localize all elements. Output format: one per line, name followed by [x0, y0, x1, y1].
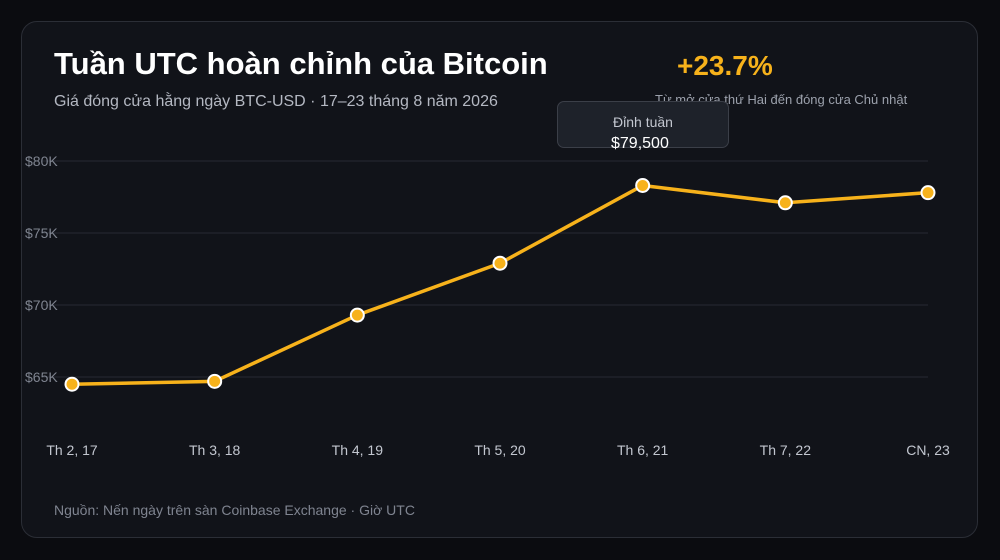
- data-point[interactable]: [64, 376, 80, 392]
- x-tick-label: Th 7, 22: [760, 442, 812, 458]
- y-tick-label: $80K: [25, 153, 58, 169]
- y-tick-label: $70K: [25, 297, 58, 313]
- x-tick-label: Th 2, 17: [46, 442, 98, 458]
- source-note: Nguồn: Nến ngày trên sàn Coinbase Exchan…: [54, 502, 415, 518]
- y-tick-label: $75K: [25, 225, 58, 241]
- data-point[interactable]: [207, 373, 223, 389]
- x-tick-label: Th 4, 19: [332, 442, 384, 458]
- data-point[interactable]: [920, 185, 936, 201]
- y-tick-label: $65K: [25, 369, 58, 385]
- chart-title: Tuần UTC hoàn chỉnh của Bitcoin: [54, 46, 548, 81]
- data-point[interactable]: [635, 177, 651, 193]
- weekly-change-value: +23.7%: [677, 50, 773, 81]
- chart-card: [21, 21, 978, 538]
- tooltip-label: Đỉnh tuần: [613, 114, 673, 130]
- chart-subtitle: Giá đóng cửa hằng ngày BTC-USD · 17–23 t…: [54, 93, 498, 110]
- data-point[interactable]: [777, 195, 793, 211]
- peak-tooltip: Đỉnh tuần $79,500: [557, 101, 729, 152]
- x-tick-label: CN, 23: [906, 442, 950, 458]
- data-point[interactable]: [349, 307, 365, 323]
- x-tick-label: Th 6, 21: [617, 442, 669, 458]
- tooltip-value: $79,500: [611, 135, 669, 152]
- data-point[interactable]: [492, 255, 508, 271]
- x-tick-label: Th 5, 20: [474, 442, 526, 458]
- series-line: [70, 183, 930, 386]
- x-tick-label: Th 3, 18: [189, 442, 241, 458]
